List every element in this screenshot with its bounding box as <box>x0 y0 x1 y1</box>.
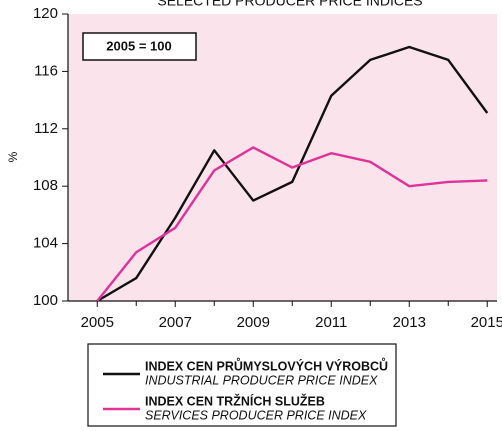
legend-label: INDEX CEN PRŮMYSLOVÝCH VÝROBCŮ <box>145 357 388 373</box>
plot-background <box>68 14 497 301</box>
x-tick-label: 2007 <box>159 314 192 331</box>
x-tick-label: 2009 <box>237 314 270 331</box>
x-tick-label: 2011 <box>315 314 347 331</box>
legend <box>87 343 397 427</box>
y-tick-label: 104 <box>33 235 58 252</box>
legend-label: INDEX CEN TRŽNÍCH SLUŽEB <box>145 393 325 408</box>
x-tick-label: 2013 <box>393 314 426 331</box>
y-tick-label: 116 <box>34 62 58 79</box>
series-line <box>96 45 489 303</box>
y-tick-label: 120 <box>33 5 58 22</box>
y-tick-label: 108 <box>33 177 58 194</box>
y-axis-label: % <box>6 151 20 162</box>
x-tick-label: 2015 <box>471 314 502 331</box>
legend-label-en: INDUSTRIAL PRODUCER PRICE INDEX <box>145 373 378 387</box>
y-tick-label: 112 <box>34 120 58 137</box>
series-line <box>96 146 488 302</box>
annotation-box <box>82 32 197 61</box>
chart-title: SELECTED PRODUCER PRICE INDICES <box>157 0 422 9</box>
x-tick-label: 2005 <box>81 314 114 331</box>
legend-label-en: SERVICES PRODUCER PRICE INDEX <box>145 408 367 422</box>
annotation: 2005 = 100 <box>106 38 171 53</box>
y-tick-label: 100 <box>33 292 58 309</box>
